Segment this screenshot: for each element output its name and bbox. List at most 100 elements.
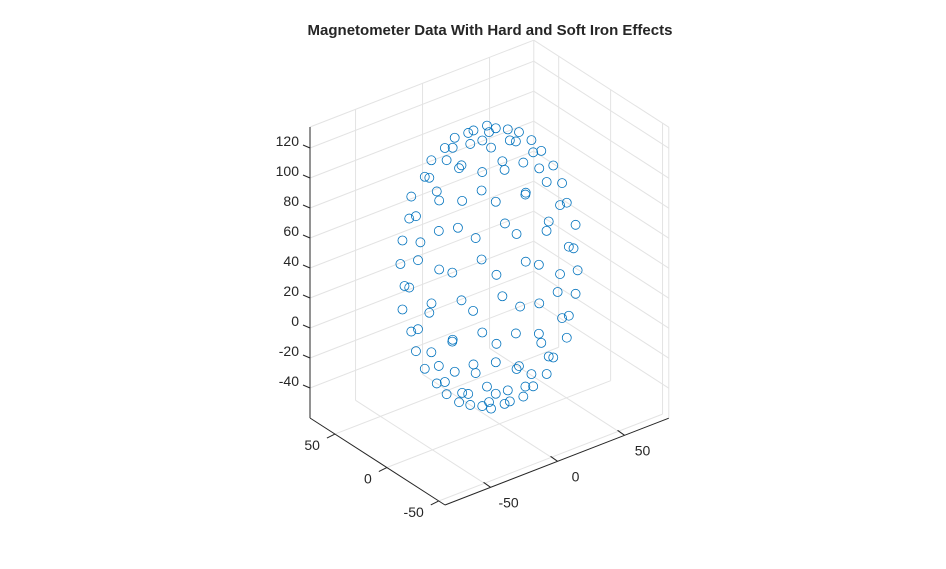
z-tick [302,264,311,269]
data-point [511,229,522,239]
data-point [404,282,415,293]
z-tick [302,324,311,329]
data-point [520,189,531,200]
data-point [572,265,583,276]
y-tick [430,500,439,506]
data-point [482,120,492,131]
gridline-z-wall [309,300,534,389]
data-point [419,363,430,374]
z-tick [302,384,311,389]
data-point [482,381,492,392]
gridline-y-floor [386,380,611,468]
data-point [477,167,488,177]
data-point [511,364,522,374]
z-tick [302,234,311,239]
z-tick [302,144,311,149]
gridline-z-wall [533,240,670,329]
data-point [404,213,415,224]
gridline-z-wall [533,60,670,149]
data-point [534,163,545,174]
gridline-z-wall [309,270,534,359]
data-point [563,241,574,252]
data-point [526,369,537,380]
data-point [470,368,481,378]
z-tick-label: 40 [283,253,299,269]
y-axis-line [309,417,446,506]
data-point [490,388,501,399]
data-point [536,145,547,156]
gridline-z-wall [309,150,534,239]
data-point [406,326,417,337]
data-point [528,381,539,392]
data-point [441,389,452,400]
data-point [484,397,494,408]
data-point [541,177,552,187]
data-point [433,361,444,371]
data-point [499,398,510,409]
data-point [457,195,468,206]
data-point [441,155,452,166]
data-point [470,233,481,243]
z-tick-label: 0 [291,313,299,329]
data-point [497,291,508,302]
data-point [439,377,450,387]
gridline-z-wall [309,240,534,329]
z-tick-label: -20 [279,343,299,359]
data-point [484,127,494,138]
gridline-z-wall [533,90,670,179]
data-point [520,187,531,198]
data-point [541,225,552,236]
data-point [468,359,479,370]
z-tick-label: 100 [276,163,300,179]
y-tick [378,467,388,472]
data-point [477,135,488,146]
x-axis-line [444,417,669,506]
data-point [415,237,426,248]
axes: -40 -20 0 20 40 60 80 100 120 -50 0 50 -50 0 50 [276,127,669,520]
data-point [526,135,537,146]
data-point [397,235,408,246]
data-point [490,196,501,207]
gridline-z-wall [309,180,534,269]
z-tick-label: -40 [279,373,299,389]
gridline-x-floor [422,373,558,462]
gridline-x-floor [489,347,625,436]
data-point [528,147,539,158]
data-point [490,357,501,368]
gridline-y-floor [334,346,559,435]
data-point [557,313,567,323]
gridline-z-wall [309,210,534,299]
data-point [456,295,467,306]
z-tick-label: 120 [276,133,300,149]
data-point [457,387,468,398]
data-point [543,216,554,227]
data-point [518,391,529,402]
data-point [514,361,524,371]
x-tick-label: 0 [572,468,580,484]
data-point [431,378,442,389]
data-point [557,178,567,188]
data-point [413,324,423,335]
data-point [477,327,488,338]
data-point [413,255,423,266]
data-point [561,332,572,343]
data-point [454,397,464,408]
z-tick [302,204,311,209]
data-point [476,185,487,196]
data-point [419,171,430,182]
data-point [510,136,521,147]
z-tick [302,174,311,179]
data-point [552,287,563,297]
data-point [555,269,565,279]
data-point [453,222,463,233]
data-point [463,389,474,399]
data-point [468,125,479,136]
data-point [395,259,406,269]
data-point [411,211,421,222]
data-point [548,352,559,363]
data-point [433,226,444,236]
z-tick [302,354,311,359]
z-tick-label: 80 [283,193,299,209]
gridline-z-wall [533,120,670,209]
y-tick-label: 0 [364,471,372,487]
